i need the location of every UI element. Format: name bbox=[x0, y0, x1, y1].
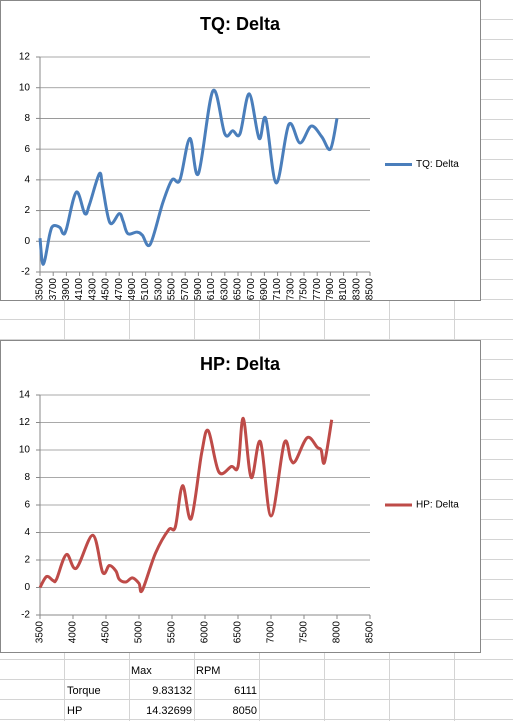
y-tick-label: 12 bbox=[19, 52, 31, 63]
y-tick-label: 4 bbox=[24, 174, 30, 185]
x-tick-label: 5500 bbox=[167, 621, 178, 644]
x-tick-label: 5100 bbox=[140, 278, 151, 301]
y-tick-label: 10 bbox=[19, 82, 31, 93]
x-tick-label: 7500 bbox=[299, 621, 310, 644]
y-tick-label: 6 bbox=[24, 500, 30, 511]
chart-area bbox=[0, 0, 481, 301]
legend-label: TQ: Delta bbox=[416, 159, 459, 170]
x-tick-label: 6500 bbox=[233, 621, 244, 644]
x-tick-label: 6500 bbox=[233, 278, 244, 301]
x-tick-label: 4000 bbox=[68, 621, 79, 644]
x-tick-label: 5300 bbox=[153, 278, 164, 301]
x-tick-label: 6100 bbox=[206, 278, 217, 301]
x-tick-label: 4500 bbox=[101, 278, 112, 301]
y-tick-label: 4 bbox=[24, 527, 30, 538]
y-tick-label: -2 bbox=[21, 610, 30, 621]
x-tick-label: 4100 bbox=[74, 278, 85, 301]
x-tick-label: 3500 bbox=[35, 621, 46, 644]
y-tick-label: 0 bbox=[24, 582, 30, 593]
y-tick-label: 14 bbox=[19, 390, 31, 401]
x-tick-label: 6900 bbox=[259, 278, 270, 301]
data-line bbox=[38, 416, 334, 594]
x-tick-label: 7500 bbox=[299, 278, 310, 301]
y-tick-label: -2 bbox=[21, 267, 30, 278]
x-tick-label: 6300 bbox=[219, 278, 230, 301]
x-tick-label: 4500 bbox=[101, 621, 112, 644]
table-header: Max bbox=[131, 665, 152, 677]
y-tick-label: 10 bbox=[19, 445, 31, 456]
x-tick-label: 4700 bbox=[114, 278, 125, 301]
table-cell: 8050 bbox=[232, 705, 257, 717]
x-tick-label: 7900 bbox=[325, 278, 336, 301]
x-tick-label: 7700 bbox=[312, 278, 323, 301]
x-tick-label: 8500 bbox=[365, 621, 376, 644]
table-cell: 6111 bbox=[234, 685, 257, 697]
y-tick-label: 12 bbox=[19, 417, 31, 428]
table-header: RPM bbox=[196, 665, 221, 677]
chart-title: TQ: Delta bbox=[200, 14, 281, 34]
x-tick-label: 5500 bbox=[167, 278, 178, 301]
x-tick-label: 5700 bbox=[180, 278, 191, 301]
y-tick-label: 2 bbox=[24, 555, 30, 566]
table-cell: 14.32699 bbox=[146, 705, 192, 717]
x-tick-label: 8100 bbox=[338, 278, 349, 301]
x-tick-label: 8500 bbox=[365, 278, 376, 301]
x-tick-label: 8300 bbox=[351, 278, 362, 301]
x-tick-label: 4300 bbox=[87, 278, 98, 301]
x-tick-label: 7300 bbox=[285, 278, 296, 301]
y-tick-label: 6 bbox=[24, 144, 30, 155]
x-tick-label: 3900 bbox=[61, 278, 72, 301]
chart-title: HP: Delta bbox=[200, 354, 281, 374]
table-cell: 9.83132 bbox=[152, 685, 192, 697]
y-tick-label: 8 bbox=[24, 113, 30, 124]
x-tick-label: 6700 bbox=[246, 278, 257, 301]
x-tick-label: 5900 bbox=[193, 278, 204, 301]
x-tick-label: 6000 bbox=[200, 621, 211, 644]
legend-label: HP: Delta bbox=[416, 500, 459, 511]
x-tick-label: 7100 bbox=[272, 278, 283, 301]
x-tick-label: 4900 bbox=[127, 278, 138, 301]
y-tick-label: 0 bbox=[24, 236, 30, 247]
table-cell: Torque bbox=[67, 685, 101, 697]
y-tick-label: 2 bbox=[24, 205, 30, 216]
x-tick-label: 8000 bbox=[332, 621, 343, 644]
x-tick-label: 7000 bbox=[266, 621, 277, 644]
y-tick-label: 8 bbox=[24, 472, 30, 483]
table-cell: HP bbox=[67, 705, 83, 717]
x-tick-label: 3700 bbox=[48, 278, 59, 301]
x-tick-label: 3500 bbox=[35, 278, 46, 301]
chart-area bbox=[0, 340, 481, 653]
x-tick-label: 5000 bbox=[134, 621, 145, 644]
data-line bbox=[38, 88, 339, 266]
